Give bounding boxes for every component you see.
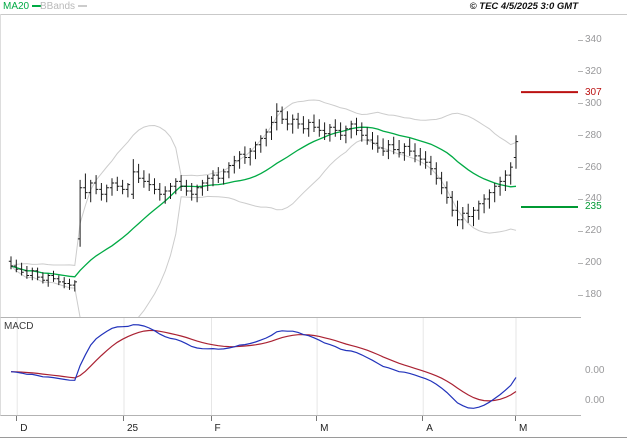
- price-tick-label: 280: [585, 129, 602, 141]
- price-tick-label: 220: [585, 225, 602, 237]
- bbands-swatch: [78, 5, 88, 8]
- price-tick-label: 180: [585, 289, 602, 301]
- macd-axis-label-2: 0.00: [585, 395, 605, 406]
- month-tick: [16, 416, 18, 421]
- price-tick-label: 300: [585, 97, 602, 109]
- chart-header: MA20 BBands © TEC 4/5/2025 3:0 GMT: [0, 0, 627, 15]
- macd-line: [10, 324, 517, 409]
- month-label: D: [20, 423, 28, 434]
- bollinger-lower-band: [10, 139, 517, 317]
- macd-signal-line: [10, 329, 517, 402]
- macd-panel: [0, 318, 581, 416]
- month-label: A: [426, 423, 433, 434]
- price-tick-label: 260: [585, 161, 602, 173]
- bollinger-upper-band: [10, 99, 517, 267]
- month-tick: [515, 416, 517, 421]
- time-axis: D 25 F M A M: [0, 416, 627, 438]
- month-tick: [316, 416, 318, 421]
- legend-ma20: MA20: [3, 0, 42, 13]
- level-label-307: 307: [585, 86, 602, 98]
- price-panel: [0, 14, 581, 318]
- macd-panel-label: MACD: [4, 321, 34, 332]
- legend-bbands-label: BBands: [40, 1, 76, 12]
- ma20-line: [10, 126, 517, 278]
- copyright-text: © TEC 4/5/2025 3:0 GMT: [469, 1, 578, 12]
- month-tick: [210, 416, 212, 421]
- legend-ma20-label: MA20: [3, 1, 30, 12]
- ma20-swatch: [32, 5, 42, 8]
- month-tick: [422, 416, 424, 421]
- price-tick-label: 240: [585, 193, 602, 205]
- month-label: 25: [126, 423, 139, 434]
- price-tick-label: 320: [585, 65, 602, 77]
- month-label: F: [214, 423, 221, 434]
- level-label-235: 235: [585, 201, 602, 213]
- price-tick-label: 340: [585, 34, 602, 46]
- price-tick-label: 200: [585, 257, 602, 269]
- month-label: M: [320, 423, 329, 434]
- price-bars: [8, 103, 519, 292]
- macd-axis-label-1: 0.00: [585, 365, 605, 376]
- month-label: M: [519, 423, 528, 434]
- legend-bbands: BBands: [40, 0, 88, 13]
- month-tick: [122, 416, 124, 421]
